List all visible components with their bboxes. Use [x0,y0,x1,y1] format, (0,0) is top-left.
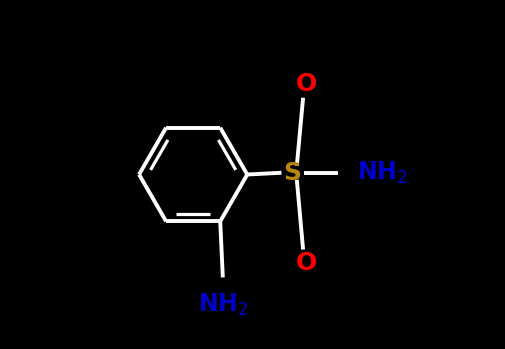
Text: NH$_2$: NH$_2$ [198,291,248,318]
Text: S: S [284,161,301,185]
Text: O: O [296,72,317,96]
Text: NH$_2$: NH$_2$ [357,159,407,186]
Text: O: O [296,252,317,275]
